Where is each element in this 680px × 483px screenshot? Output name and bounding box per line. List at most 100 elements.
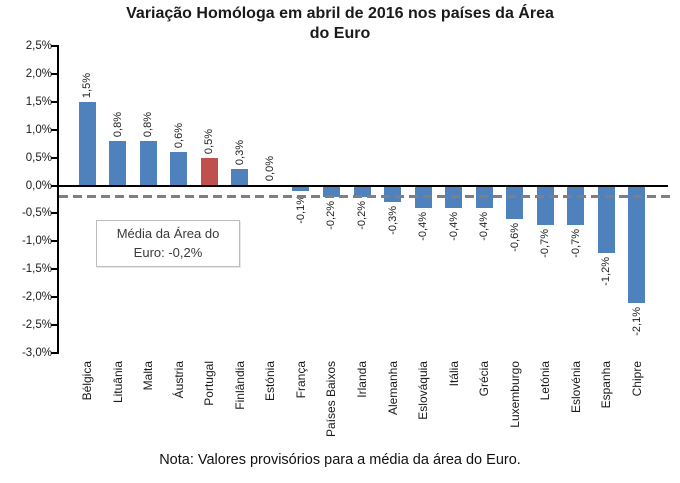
value-label-finlândia: 0,3% xyxy=(229,117,251,165)
bar-malta xyxy=(139,140,157,186)
y-tick-label: 1,0% xyxy=(25,123,52,136)
value-label-malta: 0,8% xyxy=(137,89,159,137)
y-tick-mark xyxy=(51,268,58,271)
x-axis-zero-line xyxy=(59,184,668,187)
value-label-text: -0,2% xyxy=(325,200,338,230)
euro-average-dashed-line xyxy=(59,195,672,199)
category-label-áustria: Áustria xyxy=(168,361,190,456)
value-label-text: -0,3% xyxy=(386,206,399,236)
y-tick-label: 2,0% xyxy=(25,67,52,80)
category-label-text: Grécia xyxy=(477,361,492,397)
value-label-text: -0,7% xyxy=(569,228,582,258)
category-label-malta: Malta xyxy=(137,361,159,456)
y-tick-mark xyxy=(51,45,58,47)
y-tick-label: -1,5% xyxy=(21,263,52,276)
category-label-text: Bélgica xyxy=(80,361,95,401)
category-label-text: Eslováquia xyxy=(416,361,431,420)
y-tick-label: -3,0% xyxy=(21,347,52,359)
bar-chipre xyxy=(628,185,646,303)
category-label-eslováquia: Eslováquia xyxy=(412,361,434,456)
y-tick-label: 1,5% xyxy=(25,95,52,108)
bar-letónia xyxy=(536,185,554,225)
value-label-text: 0,3% xyxy=(233,139,246,165)
category-label-espanha: Espanha xyxy=(595,361,617,456)
chart-title-line1: Variação Homóloga em abril de 2016 nos p… xyxy=(126,5,554,22)
value-label-text: -0,2% xyxy=(356,200,368,230)
category-label-luxemburgo: Luxemburgo xyxy=(504,361,526,456)
bar-áustria xyxy=(170,152,188,186)
value-label-áustria: 0,6% xyxy=(168,100,190,148)
value-label-eslovénia: -0,7% xyxy=(565,229,587,281)
value-label-text: -0,4% xyxy=(478,211,491,241)
value-label-alemanha: -0,3% xyxy=(382,206,404,258)
y-tick-mark xyxy=(51,240,58,243)
value-label-text: -0,1% xyxy=(294,195,307,224)
value-label-portugal: 0,5% xyxy=(198,106,220,154)
value-label-luxemburgo: -0,6% xyxy=(504,223,526,275)
category-label-text: Estónia xyxy=(263,361,278,402)
value-label-text: 0,0% xyxy=(264,156,277,182)
category-label-text: Chipre xyxy=(629,361,644,397)
value-label-lituânia: 0,8% xyxy=(107,89,129,137)
category-label-text: Malta xyxy=(141,361,156,391)
y-tick-mark xyxy=(51,100,58,103)
value-label-letónia: -0,7% xyxy=(534,229,556,281)
value-label-frança: -0,1% xyxy=(290,195,312,247)
category-label-text: Eslovénia xyxy=(568,361,583,414)
euro-average-annotation: Média da Área do Euro: -0,2% xyxy=(96,220,240,267)
chart-title: Variação Homóloga em abril de 2016 nos p… xyxy=(0,4,680,44)
bar-eslovénia xyxy=(567,185,585,225)
y-tick-label: -2,5% xyxy=(21,319,52,332)
y-tick-mark xyxy=(51,324,58,327)
category-label-text: Lituânia xyxy=(110,361,125,404)
bar-países-baixos xyxy=(322,185,340,197)
value-label-text: -0,4% xyxy=(447,211,460,241)
value-label-text: -0,4% xyxy=(417,211,430,241)
value-label-irlanda: -0,2% xyxy=(351,201,373,253)
category-label-eslovénia: Eslovénia xyxy=(565,361,587,456)
category-label-text: Letónia xyxy=(538,361,553,401)
bar-lituânia xyxy=(109,140,127,186)
category-label-estónia: Estónia xyxy=(259,361,281,456)
y-axis-line xyxy=(57,45,59,354)
bar-irlanda xyxy=(353,185,371,197)
bar-luxemburgo xyxy=(506,185,524,220)
y-tick-mark xyxy=(51,72,58,75)
y-tick-mark xyxy=(51,156,58,159)
category-label-text: Países Baixos xyxy=(324,361,339,438)
annotation-line2: Euro: -0,2% xyxy=(133,244,203,260)
value-label-text: 0,6% xyxy=(172,122,185,149)
category-label-itália: Itália xyxy=(443,361,465,456)
value-label-text: -0,6% xyxy=(508,223,521,252)
y-tick-mark xyxy=(51,352,58,354)
category-label-text: Finlândia xyxy=(232,361,247,410)
value-label-espanha: -1,2% xyxy=(595,257,617,309)
bar-finlândia xyxy=(231,168,249,186)
category-label-países-baixos: Países Baixos xyxy=(320,361,342,456)
category-label-text: Portugal xyxy=(202,361,217,406)
annotation-line1: Média da Área do xyxy=(116,225,220,241)
category-label-text: Áustria xyxy=(171,361,186,399)
chart-title-line2: do Euro xyxy=(309,25,371,42)
value-label-text: -0,7% xyxy=(539,228,552,258)
category-label-grécia: Grécia xyxy=(473,361,495,456)
category-label-portugal: Portugal xyxy=(198,361,220,456)
category-label-text: Alemanha xyxy=(385,361,400,416)
category-label-text: Irlanda xyxy=(355,361,369,398)
category-label-frança: França xyxy=(290,361,312,456)
category-label-irlanda: Irlanda xyxy=(351,361,373,456)
bar-bélgica xyxy=(78,101,96,186)
y-tick-mark xyxy=(51,184,58,187)
bar-portugal xyxy=(200,157,218,186)
y-tick-label: 2,5% xyxy=(25,40,52,52)
value-label-text: -2,1% xyxy=(630,306,643,336)
y-tick-label: 0,5% xyxy=(25,151,52,164)
footnote: Nota: Valores provisórios para a média d… xyxy=(159,452,521,468)
category-label-chipre: Chipre xyxy=(626,361,648,456)
category-label-finlândia: Finlândia xyxy=(229,361,251,456)
y-tick-mark xyxy=(51,128,58,131)
value-label-text: -1,2% xyxy=(600,256,613,286)
y-tick-label: -0,5% xyxy=(21,207,52,220)
category-label-lituânia: Lituânia xyxy=(107,361,129,456)
